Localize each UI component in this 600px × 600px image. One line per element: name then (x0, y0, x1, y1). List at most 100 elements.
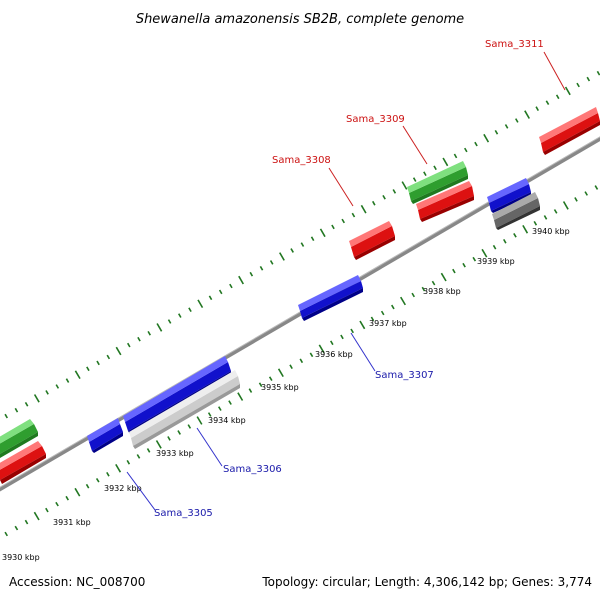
forward-cds-feature[interactable] (0, 441, 46, 484)
tick-label: 3934 kbp (208, 416, 246, 425)
minor-tick (207, 412, 212, 417)
minor-tick (106, 354, 111, 360)
minor-tick (576, 82, 580, 88)
minor-tick (412, 177, 417, 182)
minor-tick (268, 376, 273, 382)
major-tick (401, 181, 408, 190)
minor-tick (309, 352, 314, 358)
major-tick (196, 416, 203, 425)
minor-tick (106, 471, 110, 477)
accession-text: Accession: NC_008700 (9, 575, 145, 589)
major-tick (33, 511, 40, 521)
gene-label-sama-3305[interactable]: Sama_3305 (154, 508, 213, 519)
major-tick (279, 252, 285, 261)
minor-tick (472, 256, 477, 262)
minor-tick (55, 501, 59, 507)
minor-tick (269, 260, 274, 265)
minor-tick (167, 319, 172, 324)
tick-label: 3937 kbp (369, 319, 407, 328)
gene-label-sama-3307[interactable]: Sama_3307 (375, 370, 434, 381)
minor-tick (351, 212, 356, 218)
minor-tick (423, 171, 427, 177)
minor-tick (177, 430, 181, 435)
major-tick (277, 368, 284, 378)
minor-tick (55, 384, 60, 389)
minor-tick (411, 292, 415, 298)
minor-tick (229, 283, 233, 289)
minor-tick (330, 340, 334, 346)
reverse-cds-feature[interactable] (298, 275, 363, 321)
tick-label: 3932 kbp (104, 484, 142, 493)
minor-tick (289, 364, 293, 370)
major-tick (483, 133, 490, 143)
reverse-cds-feature[interactable] (487, 178, 531, 213)
major-tick (238, 275, 244, 285)
major-tick (562, 201, 569, 210)
minor-tick (146, 448, 151, 453)
minor-tick (24, 401, 29, 407)
reverse-cds-feature[interactable] (87, 418, 123, 453)
minor-tick (208, 295, 213, 301)
gene-label-sama-3306[interactable]: Sama_3306 (223, 464, 282, 475)
rna-feature[interactable] (0, 419, 38, 458)
minor-tick (136, 454, 141, 459)
minor-tick (299, 358, 304, 364)
minor-tick (574, 197, 578, 202)
minor-tick (147, 330, 151, 336)
major-tick (440, 272, 447, 282)
tick-labels: 3930 kbp 3931 kbp 3932 kbp 3933 kbp 3934… (2, 227, 570, 562)
minor-tick (24, 519, 29, 525)
minor-tick (341, 218, 345, 224)
major-tick (400, 296, 406, 306)
minor-tick (433, 165, 437, 171)
forward-cds-feature[interactable] (416, 181, 474, 222)
minor-tick (300, 242, 305, 247)
minor-tick (95, 477, 100, 483)
minor-tick (85, 483, 90, 489)
minor-tick (340, 334, 344, 340)
forward-cds-feature[interactable] (539, 107, 600, 155)
minor-tick (594, 185, 599, 190)
major-tick (155, 440, 162, 449)
tick-label: 3939 kbp (477, 257, 515, 266)
minor-tick (596, 70, 600, 76)
minor-tick (310, 236, 315, 242)
minor-tick (126, 459, 131, 465)
minor-tick (331, 224, 335, 230)
pseudo-feature[interactable] (492, 192, 540, 230)
forward-features (0, 107, 600, 484)
minor-tick (178, 313, 182, 318)
rna-feature[interactable] (407, 161, 468, 204)
gene-label-sama-3309[interactable]: Sama_3309 (346, 114, 405, 125)
tick-label: 3933 kbp (156, 449, 194, 458)
major-tick (319, 228, 326, 238)
major-tick (360, 204, 367, 214)
genome-summary-text: Topology: circular; Length: 4,306,142 bp… (261, 575, 592, 589)
tick-label: 3931 kbp (53, 518, 91, 527)
other-feature[interactable] (129, 370, 240, 449)
minor-tick (127, 342, 131, 348)
minor-tick (452, 268, 456, 274)
minor-tick (167, 436, 171, 441)
reverse-features (87, 178, 540, 453)
minor-tick (259, 265, 264, 271)
gene-label-sama-3311[interactable]: Sama_3311 (485, 39, 544, 50)
minor-tick (187, 424, 192, 429)
forward-cds-feature[interactable] (349, 221, 395, 260)
gene-labels: Sama_3305 Sama_3306 Sama_3307 Sama_3308 … (154, 39, 544, 519)
gene-label-sama-3308[interactable]: Sama_3308 (272, 155, 331, 166)
major-tick (156, 323, 163, 332)
major-tick (442, 157, 449, 167)
major-tick (115, 346, 122, 356)
major-tick (522, 225, 529, 234)
minor-tick (14, 525, 19, 531)
tick-label: 3938 kbp (423, 287, 461, 296)
major-tick (74, 370, 81, 380)
minor-tick (515, 118, 519, 123)
major-tick (359, 320, 366, 330)
minor-tick (382, 194, 386, 200)
major-tick (115, 463, 122, 473)
minor-tick (462, 262, 466, 268)
major-tick (564, 86, 571, 96)
inner-tick-row (4, 185, 599, 537)
